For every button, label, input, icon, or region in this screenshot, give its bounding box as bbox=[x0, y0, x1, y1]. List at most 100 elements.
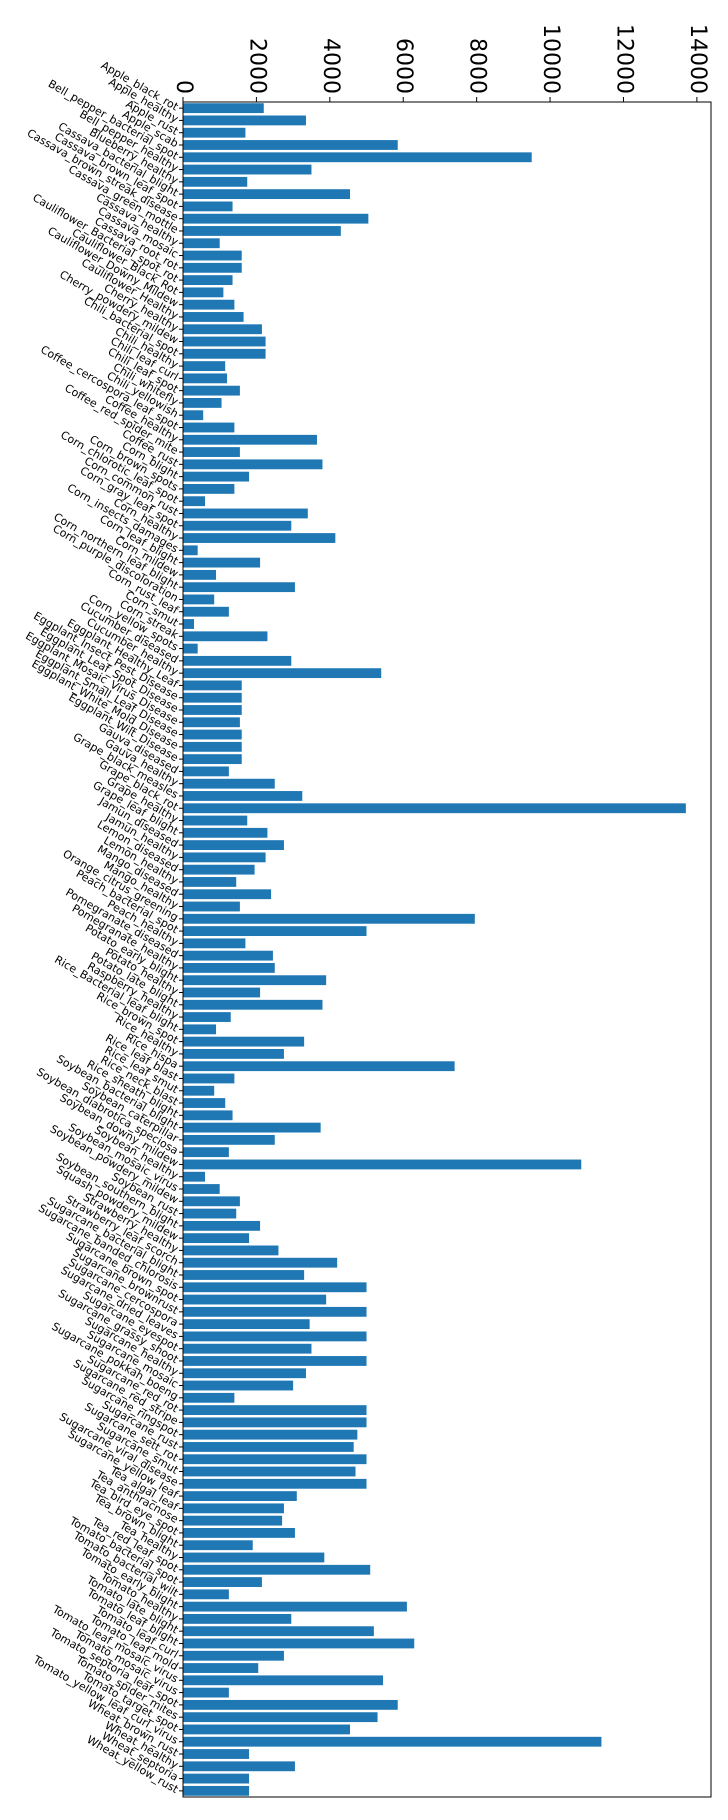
bar bbox=[183, 729, 242, 740]
bar bbox=[183, 1282, 367, 1293]
bar bbox=[183, 889, 272, 900]
bar bbox=[183, 1220, 261, 1231]
bar bbox=[183, 336, 266, 347]
bar bbox=[183, 877, 237, 887]
bar bbox=[183, 864, 255, 875]
bar bbox=[183, 1061, 455, 1072]
bar bbox=[183, 115, 306, 126]
bar bbox=[183, 1036, 305, 1047]
bar bbox=[183, 1442, 354, 1452]
bar bbox=[183, 1528, 295, 1538]
bar bbox=[183, 1196, 240, 1207]
bar bbox=[183, 1048, 284, 1059]
bar bbox=[183, 1331, 367, 1342]
bar bbox=[183, 496, 206, 507]
bar bbox=[183, 1712, 378, 1723]
x-tick-label: 2000 bbox=[244, 38, 269, 94]
bar bbox=[183, 262, 242, 273]
bar bbox=[183, 1675, 384, 1686]
bar bbox=[183, 815, 248, 826]
x-tick-label: 8000 bbox=[465, 38, 490, 94]
bar bbox=[183, 447, 240, 457]
bar bbox=[183, 434, 317, 445]
bar bbox=[183, 176, 248, 187]
bar bbox=[183, 717, 240, 728]
bar bbox=[183, 1294, 327, 1305]
bar bbox=[183, 803, 686, 814]
bar bbox=[183, 1417, 367, 1428]
bar bbox=[183, 1343, 312, 1354]
bar bbox=[183, 606, 229, 617]
bar bbox=[183, 1306, 367, 1317]
bar bbox=[183, 1466, 356, 1477]
bar bbox=[183, 410, 204, 421]
bar bbox=[183, 201, 233, 212]
bar bbox=[183, 1184, 220, 1194]
bar bbox=[183, 840, 284, 851]
bar bbox=[183, 1540, 253, 1551]
bar bbox=[183, 1233, 250, 1244]
bar bbox=[183, 1552, 325, 1563]
bar bbox=[183, 999, 323, 1010]
axes-frame bbox=[182, 101, 712, 1798]
bar bbox=[183, 1245, 279, 1256]
bar bbox=[183, 975, 327, 986]
bar bbox=[183, 361, 226, 371]
bar bbox=[183, 569, 217, 580]
bar bbox=[183, 741, 242, 752]
x-tick-label: 4000 bbox=[318, 38, 343, 94]
bar bbox=[183, 226, 341, 236]
bar bbox=[183, 1577, 262, 1587]
x-tick-label: 0 bbox=[171, 80, 196, 94]
bar bbox=[183, 164, 312, 175]
bar bbox=[183, 1503, 284, 1514]
bar bbox=[183, 152, 532, 163]
bar bbox=[183, 1589, 229, 1600]
bar bbox=[183, 385, 240, 396]
bar bbox=[183, 913, 475, 924]
bar bbox=[183, 508, 308, 519]
bar bbox=[183, 1478, 367, 1489]
bar bbox=[183, 1613, 292, 1624]
bar bbox=[183, 1724, 351, 1735]
bar bbox=[183, 189, 351, 200]
bar bbox=[183, 213, 369, 224]
bar bbox=[183, 938, 246, 949]
bar bbox=[183, 631, 268, 642]
bar bbox=[183, 324, 262, 335]
bar bbox=[183, 1638, 415, 1649]
bar bbox=[183, 619, 195, 629]
bar bbox=[183, 791, 303, 801]
bar bbox=[183, 1134, 275, 1145]
bar bbox=[183, 1270, 305, 1280]
bar bbox=[183, 459, 323, 470]
bar bbox=[183, 594, 215, 605]
bar bbox=[183, 533, 336, 543]
bar bbox=[183, 1024, 217, 1035]
bar bbox=[183, 1687, 229, 1698]
bar bbox=[183, 103, 264, 114]
bar bbox=[183, 901, 240, 912]
bar bbox=[183, 1073, 235, 1084]
bar bbox=[183, 1663, 259, 1673]
bar bbox=[183, 668, 382, 679]
bar bbox=[183, 1785, 250, 1796]
bar bbox=[183, 692, 242, 703]
bar bbox=[183, 1147, 229, 1158]
bar bbox=[183, 1012, 231, 1022]
bar bbox=[183, 1626, 374, 1637]
bar bbox=[183, 557, 261, 568]
bar bbox=[183, 1208, 237, 1219]
bar bbox=[183, 1429, 358, 1440]
bar bbox=[183, 275, 233, 286]
bar bbox=[183, 312, 244, 322]
bar bbox=[183, 754, 242, 765]
bar bbox=[183, 348, 266, 359]
bar bbox=[183, 643, 198, 654]
bar bbox=[183, 140, 398, 150]
bar bbox=[183, 1761, 295, 1772]
bar bbox=[183, 926, 367, 936]
bar bbox=[183, 471, 250, 482]
bar bbox=[183, 1380, 294, 1391]
